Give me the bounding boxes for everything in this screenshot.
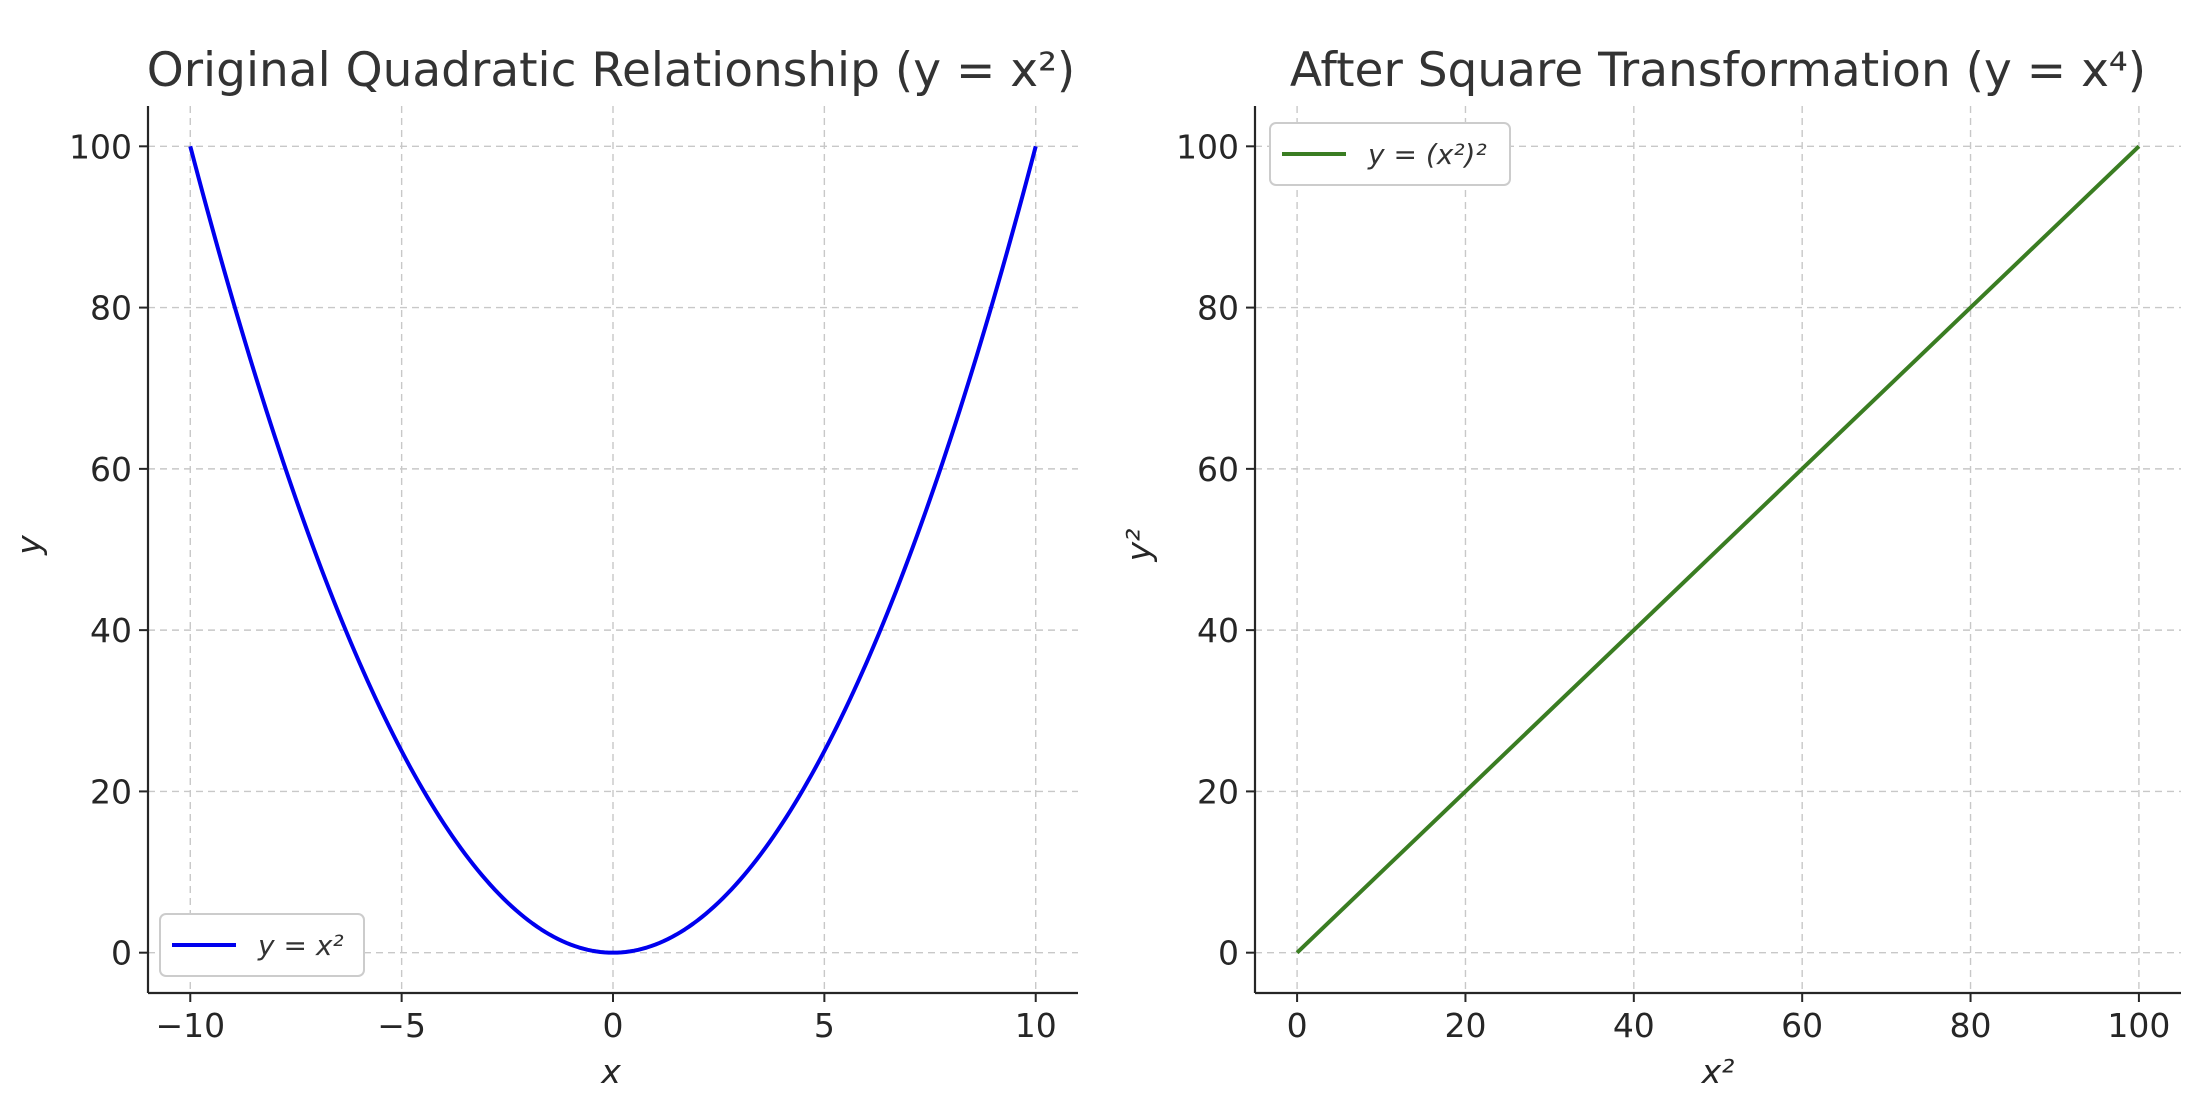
left-y-axis-label: y: [9, 535, 48, 556]
left-y-tick-label: 80: [90, 289, 132, 328]
right-chart-title: After Square Transformation (y = x⁴): [1290, 43, 2146, 98]
left-y-tick-label: 60: [90, 450, 132, 489]
left-x-tick-label: 5: [814, 1006, 835, 1045]
left-y-tick-label: 20: [90, 772, 132, 811]
right-y-tick-label: 100: [1176, 127, 1239, 166]
right-y-tick-label: 0: [1218, 934, 1239, 973]
right-chart-panel: 0 20 40 60 80 100 0 20 40 60 80 100 After Square Tr…: [1119, 43, 2181, 1091]
right-series-line: [1295, 144, 2141, 955]
left-legend: y = x²: [159, 913, 365, 977]
left-x-tick-label: 10: [1015, 1006, 1057, 1045]
right-y-tick-label: 80: [1197, 289, 1239, 328]
left-legend-box: [159, 913, 365, 977]
right-x-tick-label: 100: [2107, 1006, 2170, 1045]
left-legend-label: y = x²: [257, 929, 344, 962]
right-x-tick-label: 20: [1444, 1006, 1486, 1045]
left-x-axis-label: x: [600, 1052, 621, 1091]
left-y-tick-label: 100: [69, 127, 132, 166]
right-y-tick-label: 20: [1197, 772, 1239, 811]
left-series-line: [188, 145, 1038, 955]
right-legend: y = (x²)²: [1269, 122, 1511, 186]
right-x-tick-label: 40: [1613, 1006, 1655, 1045]
right-x-axis-label: x²: [1701, 1052, 1735, 1091]
right-x-tick-label: 0: [1287, 1006, 1308, 1045]
left-x-tick-label: −5: [377, 1006, 426, 1045]
right-x-tick-label: 60: [1781, 1006, 1823, 1045]
left-chart-title: Original Quadratic Relationship (y = x²): [147, 43, 1076, 98]
left-x-tick-label: 0: [603, 1006, 624, 1045]
left-x-tick-label: −10: [155, 1006, 225, 1045]
right-legend-box: [1269, 122, 1511, 186]
left-y-tick-label: 0: [111, 934, 132, 973]
left-y-tick-label: 40: [90, 611, 132, 650]
right-legend-label: y = (x²)²: [1367, 138, 1487, 171]
right-y-tick-label: 60: [1197, 450, 1239, 489]
right-y-tick-label: 40: [1197, 611, 1239, 650]
right-x-tick-label: 80: [1950, 1006, 1992, 1045]
right-y-axis-label: y²: [1119, 529, 1158, 563]
